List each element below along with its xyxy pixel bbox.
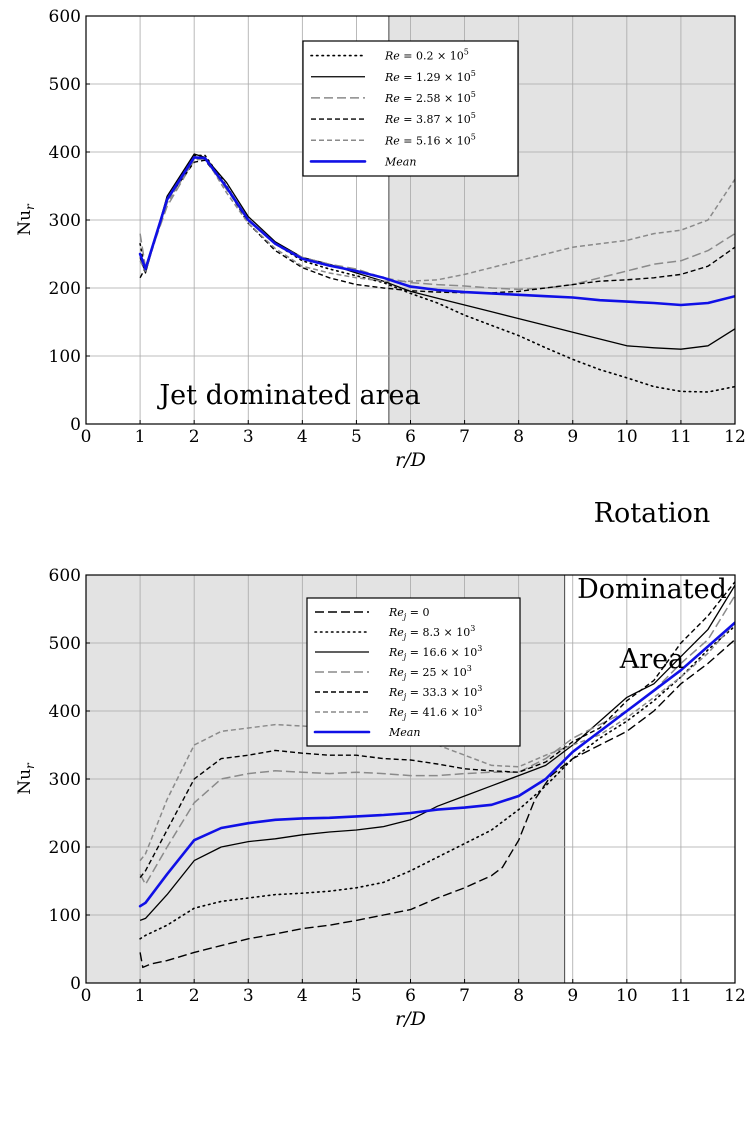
series-line-1 [139, 625, 735, 940]
legend-box [302, 40, 519, 177]
x-axis-label: r/D [395, 1008, 426, 1030]
x-tick-label: 1 [135, 986, 146, 1006]
y-tick-label: 600 [49, 566, 81, 586]
y-tick-label: 100 [49, 906, 81, 926]
x-tick-label: 5 [351, 427, 362, 447]
x-tick-label: 4 [297, 427, 308, 447]
legend: Rej = 0 Rej = 8.3 × 103 Rej = 16.6 × 103 Re… [306, 597, 521, 747]
legend-entry: Re = 2.58 × 105 [384, 90, 476, 105]
legend-entry: Mean [388, 726, 420, 739]
y-tick-label: 600 [49, 7, 81, 27]
chart-rotation-dominated: 0 1 2 3 4 5 6 7 8 9 10 11 120100200300400500600r/DNu… [15, 498, 746, 1030]
y-tick-label: 300 [49, 211, 81, 231]
x-tick-label: 3 [243, 427, 254, 447]
y-tick-label: 0 [70, 415, 81, 435]
x-tick-label: 5 [351, 986, 362, 1006]
x-tick-label: 12 [724, 986, 746, 1006]
x-tick-label: 11 [670, 986, 692, 1006]
annotation-line: Rotation [594, 498, 711, 529]
legend-entry: Rej = 0 [388, 606, 430, 621]
y-tick-label: 200 [49, 838, 81, 858]
legend-entry: Rej = 25 × 103 [388, 664, 472, 681]
legend-entry: Mean [384, 155, 416, 168]
legend-entry: Re = 3.87 × 105 [384, 111, 476, 126]
y-tick-label: 200 [49, 279, 81, 299]
legend: Re = 0.2 × 105 Re = 1.29 × 105 Re = 2.58 ×… [302, 40, 519, 177]
x-tick-label: 2 [189, 427, 200, 447]
grid [86, 16, 735, 424]
y-axis-label: Nur [15, 203, 37, 236]
x-tick-label: 9 [567, 986, 578, 1006]
y-axis-label: Nur [15, 762, 37, 795]
y-tick-label: 0 [70, 974, 81, 994]
x-tick-label: 6 [405, 427, 416, 447]
annotation-line: Area [619, 644, 684, 675]
series-line-0 [139, 154, 735, 393]
annotation-line: Dominated [577, 574, 727, 605]
legend-entry: Re = 1.29 × 105 [384, 69, 476, 84]
x-tick-label: 7 [459, 427, 470, 447]
x-tick-label: 12 [724, 427, 746, 447]
y-tick-label: 500 [49, 634, 81, 654]
x-tick-label: 8 [513, 986, 524, 1006]
y-tick-label: 100 [49, 347, 81, 367]
x-axis-label: r/D [395, 449, 426, 471]
series-line-3 [139, 595, 735, 886]
legend-entry: Rej = 8.3 × 103 [388, 624, 475, 641]
annotation-text: Jet dominated area [156, 380, 420, 411]
series-line-5 [138, 156, 735, 307]
series-group [138, 153, 735, 393]
series-line-6 [138, 621, 735, 908]
x-tick-label: 0 [81, 427, 92, 447]
x-tick-label: 9 [567, 427, 578, 447]
y-tick-label: 500 [49, 75, 81, 95]
x-tick-label: 6 [405, 986, 416, 1006]
legend-entry: Rej = 41.6 × 103 [388, 704, 482, 721]
legend-entry: Re = 0.2 × 105 [384, 48, 469, 63]
x-tick-label: 11 [670, 427, 692, 447]
y-tick-label: 400 [49, 143, 81, 163]
x-tick-label: 0 [81, 986, 92, 1006]
series-line-2 [139, 584, 735, 922]
x-tick-label: 1 [135, 427, 146, 447]
x-tick-label: 10 [616, 427, 638, 447]
series-group [138, 581, 735, 969]
series-line-4 [139, 581, 735, 879]
legend-entry: Rej = 16.6 × 103 [388, 644, 482, 661]
x-tick-label: 2 [189, 986, 200, 1006]
x-tick-label: 4 [297, 986, 308, 1006]
legend-entry: Rej = 33.3 × 103 [388, 684, 482, 701]
x-tick-label: 10 [616, 986, 638, 1006]
y-tick-label: 300 [49, 770, 81, 790]
x-tick-label: 7 [459, 986, 470, 1006]
chart-jet-dominated: 0 1 2 3 4 5 6 7 8 9 10 11 120100200300400500600r/DNu… [15, 7, 746, 471]
series-line-0 [139, 639, 735, 969]
y-tick-label: 400 [49, 702, 81, 722]
x-tick-label: 3 [243, 986, 254, 1006]
legend-entry: Re = 5.16 × 105 [384, 132, 476, 147]
x-tick-label: 8 [513, 427, 524, 447]
